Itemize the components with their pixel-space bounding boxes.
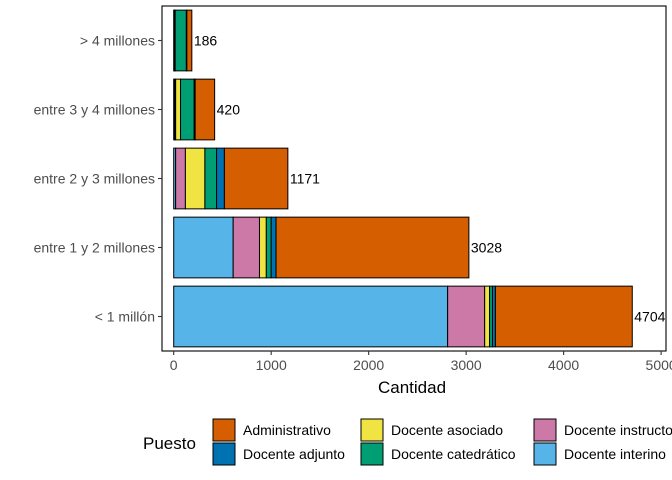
bar-segment xyxy=(494,285,633,348)
legend: Puesto Administrativo Docente adjunto Doce… xyxy=(143,418,672,466)
bar-segment xyxy=(175,78,182,141)
bar-segment xyxy=(173,216,234,279)
legend-label: Docente interino xyxy=(564,446,666,462)
y-axis: < 1 millón entre 1 y 2 millones entre 2 y … xyxy=(34,33,162,325)
legend-label: Docente instructor xyxy=(564,422,672,438)
bar-segment xyxy=(204,147,218,210)
bar-segment xyxy=(180,78,195,141)
bar-segment xyxy=(270,216,277,279)
y-tick-label: entre 1 y 2 millones xyxy=(34,240,155,256)
x-tick-label: 3000 xyxy=(451,357,482,373)
total-data-label: 4704 xyxy=(634,309,665,325)
x-tick-label: 5000 xyxy=(646,357,672,373)
total-data-label: 420 xyxy=(217,102,241,118)
y-tick-label: entre 3 y 4 millones xyxy=(34,102,155,118)
bar-segment xyxy=(484,285,491,348)
legend-key xyxy=(212,418,236,442)
bar-segment xyxy=(265,216,272,279)
legend-key xyxy=(360,442,384,466)
bar-segment xyxy=(186,9,193,72)
legend-label: Docente adjunto xyxy=(243,446,345,462)
bar-segment xyxy=(174,9,187,72)
legend-label: Docente catedrático xyxy=(391,446,516,462)
legend-key xyxy=(360,418,384,442)
y-tick-label: < 1 millón xyxy=(95,309,155,325)
x-tick-label: 2000 xyxy=(353,357,384,373)
x-tick-label: 1000 xyxy=(256,357,287,373)
total-data-label: 1171 xyxy=(290,171,320,187)
bar-segment xyxy=(275,216,470,279)
bars-layer: 4704 3028 1171 420 186 xyxy=(173,9,666,348)
bar-segment xyxy=(175,147,186,210)
legend-key xyxy=(533,418,557,442)
x-axis-title: Cantidad xyxy=(378,378,446,397)
total-data-label: 186 xyxy=(194,33,218,49)
y-tick-label: entre 2 y 3 millones xyxy=(34,171,155,187)
bar-segment xyxy=(447,285,486,348)
bar-segment xyxy=(216,147,225,210)
legend-key xyxy=(212,442,236,466)
bar-segment xyxy=(258,216,267,279)
legend-label: Administrativo xyxy=(243,422,331,438)
legend-label: Docente asociado xyxy=(391,422,503,438)
bar-segment xyxy=(184,147,206,210)
y-tick-label: > 4 millones xyxy=(80,33,155,49)
bar-segment xyxy=(223,147,289,210)
x-tick-label: 4000 xyxy=(548,357,579,373)
bar-segment xyxy=(232,216,260,279)
bar-segment xyxy=(173,285,449,348)
total-data-label: 3028 xyxy=(471,240,502,256)
legend-title: Puesto xyxy=(143,434,196,453)
bar-segment xyxy=(194,78,216,141)
legend-key xyxy=(533,442,557,466)
x-axis: 0 1000 2000 3000 4000 5000 xyxy=(170,351,672,373)
x-tick-label: 0 xyxy=(170,357,178,373)
